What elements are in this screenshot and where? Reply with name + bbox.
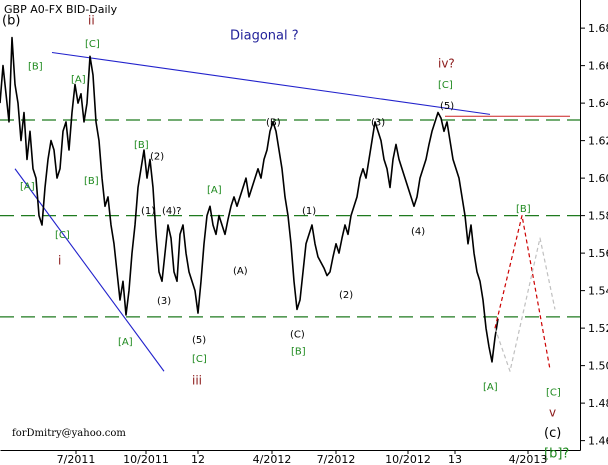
y-tick-label-3: 1.52: [588, 322, 608, 335]
wave-label-9: (B): [266, 118, 281, 129]
y-tick-label-4: 1.54: [588, 285, 608, 298]
x-tick-label-5: 10/2012: [385, 453, 431, 465]
x-tick-label-4: 7/2012: [317, 453, 356, 465]
wave-label-5: Diagonal ?: [230, 28, 299, 43]
trendline-0: [51, 51, 491, 115]
x-tick-label-1: 10/2011: [123, 453, 169, 465]
y-ticks: 1.46 1.48 1.50 1.52 1.54 1.56 1.58 1.60 1.62 1.64…: [580, 22, 608, 448]
wave-label-12: (2): [150, 151, 164, 162]
trendline-1: [14, 168, 165, 372]
wave-label-27: (5): [192, 335, 206, 346]
wave-label-2: [C]: [85, 39, 100, 50]
trendlines: [14, 51, 570, 372]
wave-label-32: [A]: [483, 382, 498, 393]
wave-label-20: [C]: [55, 230, 70, 241]
y-tick-label-5: 1.56: [588, 247, 608, 260]
projection-series-1: [494, 215, 551, 370]
chart-title: GBP A0-FX BID-Daily: [4, 3, 118, 16]
price-series-0: [0, 36, 499, 363]
wave-label-25: (3): [157, 296, 171, 307]
wave-labels: (b) ii [C] [B] [A] Diagonal ? iv? [C] (5) (B) (3) […: [2, 13, 569, 461]
wave-label-18: (1): [302, 206, 316, 217]
wave-label-36: [b]?: [544, 447, 569, 462]
series-group: [0, 36, 556, 372]
wave-label-16: (1): [141, 206, 155, 217]
wave-label-31: iii: [192, 373, 202, 387]
wave-label-30: [C]: [192, 354, 207, 365]
x-tick-label-0: 7/2011: [57, 453, 96, 465]
wave-label-26: (C): [290, 330, 305, 341]
wave-label-23: (A): [233, 266, 248, 277]
wave-label-28: [A]: [118, 337, 133, 348]
wave-label-6: iv?: [438, 57, 455, 71]
y-tick-label-9: 1.64: [588, 97, 608, 110]
y-tick-label-0: 1.46: [588, 435, 608, 448]
projection-series-2: [494, 237, 556, 372]
x-tick-label-3: 4/2012: [253, 453, 292, 465]
x-ticks: 7/2011 10/2011 12 4/2012 7/2012 10/2012 13 4/20…: [57, 450, 548, 465]
wave-label-14: [A]: [20, 181, 35, 192]
wave-label-8: (5): [440, 101, 454, 112]
wave-label-35: (c): [544, 426, 561, 441]
wave-label-34: v: [549, 405, 556, 419]
wave-label-7: [C]: [438, 80, 453, 91]
wave-label-24: (2): [339, 290, 353, 301]
y-tick-label-8: 1.62: [588, 135, 608, 148]
plot-frame: [0, 0, 581, 451]
y-tick-label-1: 1.48: [588, 397, 608, 410]
y-tick-label-7: 1.60: [588, 172, 608, 185]
wave-label-13: [B]: [84, 176, 99, 187]
wave-label-4: [A]: [71, 75, 86, 86]
wave-label-1: ii: [88, 13, 95, 27]
y-tick-label-11: 1.68: [588, 22, 608, 35]
wave-label-15: [A]: [207, 185, 222, 196]
wave-label-10: (3): [371, 118, 385, 129]
x-tick-label-7: 4/2013: [509, 453, 548, 465]
wave-label-11: [B]: [134, 140, 149, 151]
wave-label-33: [C]: [546, 388, 561, 399]
wave-label-29: [B]: [291, 346, 306, 357]
y-tick-label-2: 1.50: [588, 360, 608, 373]
wave-label-3: [B]: [28, 61, 43, 72]
x-tick-label-6: 13: [448, 453, 462, 465]
wave-label-21: (4): [411, 226, 425, 237]
x-tick-label-2: 12: [191, 453, 205, 465]
credit-text: forDmitry@yahoo.com: [12, 428, 126, 439]
y-tick-label-10: 1.66: [588, 60, 608, 73]
wave-label-19: [B]: [516, 204, 531, 215]
wave-label-17: (4)?: [162, 206, 181, 217]
wave-label-22: i: [58, 253, 61, 267]
wave-label-0: (b): [2, 13, 20, 28]
y-tick-label-6: 1.58: [588, 210, 608, 223]
